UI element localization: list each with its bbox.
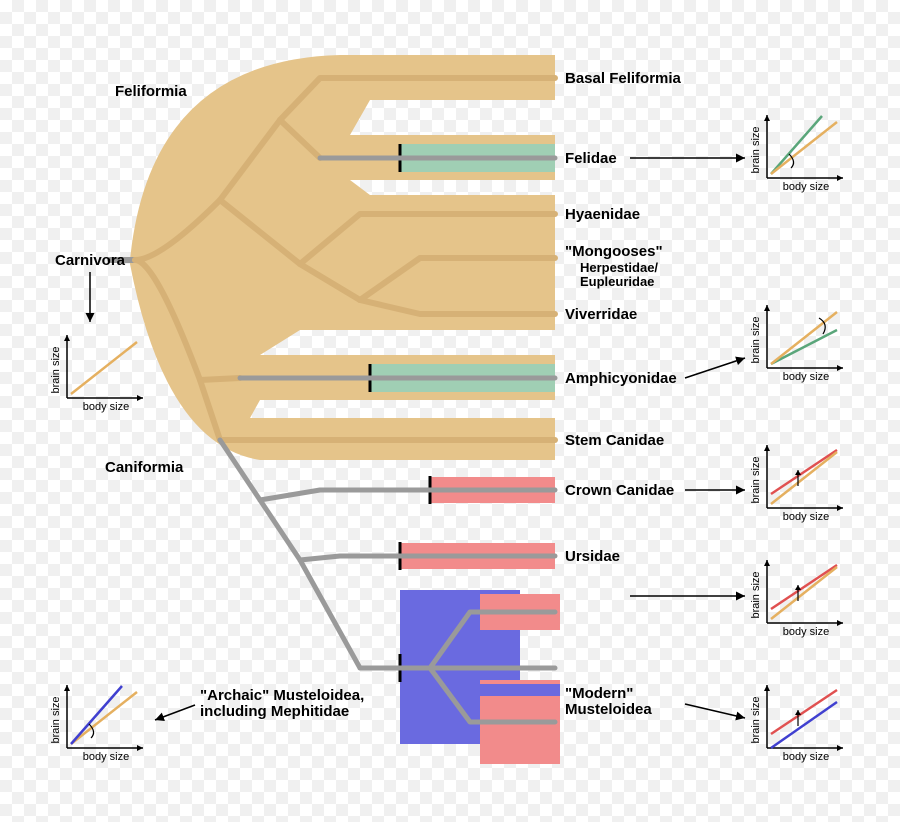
branch [200, 378, 240, 380]
branch [260, 500, 300, 560]
axis-label-x: body size [783, 626, 829, 638]
chart-line-orange_line [71, 692, 137, 744]
label-crown-canidae: Crown Canidae [565, 482, 674, 499]
branch [260, 490, 320, 500]
label-viverridae: Viverridae [565, 306, 637, 323]
label-caniformia: Caniformia [105, 459, 184, 476]
chart-line-orange_line [771, 452, 837, 504]
chart-line-green_line [771, 330, 837, 364]
axis-label-x: body size [783, 181, 829, 193]
axis-label-x: body size [783, 751, 829, 763]
axis-label-x: body size [83, 401, 129, 413]
chart-line-red_line [771, 450, 837, 494]
axis-label-y: brain size [50, 346, 62, 393]
label-mongooses: "Mongooses" [565, 243, 663, 260]
label-felidae: Felidae [565, 150, 617, 167]
mini-chart-felidae: brain size body size [750, 115, 843, 193]
chart-line-orange_line [71, 342, 137, 394]
mini-chart-carnivora: brain size body size [50, 335, 143, 413]
branch [300, 560, 360, 668]
arrow-amphicyonidae [685, 358, 745, 378]
label-carnivora: Carnivora [55, 252, 126, 269]
arrow-modern-musteloidea [685, 704, 745, 718]
axis-label-y: brain size [750, 126, 762, 173]
branch [300, 556, 340, 560]
chart-line-blue_line [771, 702, 837, 748]
axis-label-x: body size [783, 371, 829, 383]
label-mongooses-sub2: Eupleuridae [580, 274, 654, 289]
mini-chart-modern_musteloidea: brain size body size [750, 685, 843, 763]
label-mongooses-sub1: Herpestidae/ [580, 260, 658, 275]
axis-label-y: brain size [50, 696, 62, 743]
label-feliformia: Feliformia [115, 83, 187, 100]
mini-chart-archaic_musteloidea: brain size body size [50, 685, 143, 763]
chart-line-blue_line [71, 686, 122, 744]
axis-label-x: body size [783, 511, 829, 523]
chart-line-green_line [771, 116, 822, 174]
label-modern-musteloidea-1: "Modern" [565, 685, 633, 702]
chart-line-orange_line [771, 312, 837, 364]
chart-line-orange_line [771, 122, 837, 174]
label-stem-canidae: Stem Canidae [565, 432, 664, 449]
axis-label-y: brain size [750, 696, 762, 743]
axis-label-y: brain size [750, 456, 762, 503]
label-basal-feliformia: Basal Feliformia [565, 70, 682, 87]
axis-label-y: brain size [750, 316, 762, 363]
label-archaic-musteloidea-1: "Archaic" Musteloidea, [200, 687, 364, 704]
chart-line-red_line [771, 690, 837, 734]
chart-line-orange_line [771, 567, 837, 619]
axis-label-y: brain size [750, 571, 762, 618]
mini-chart-ursidae: brain size body size [750, 560, 843, 638]
mini-chart-crown_canidae: brain size body size [750, 445, 843, 523]
label-archaic-musteloidea-2: including Mephitidae [200, 703, 349, 720]
label-ursidae: Ursidae [565, 548, 620, 565]
chart-line-red_line [771, 565, 837, 609]
axis-label-x: body size [83, 751, 129, 763]
label-modern-musteloidea-2: Musteloidea [565, 701, 652, 718]
label-hyaenidae: Hyaenidae [565, 206, 640, 223]
phylogeny-diagram: Basal Feliformia Felidae Hyaenidae "Mongoos… [0, 0, 900, 822]
label-amphicyonidae: Amphicyonidae [565, 370, 677, 387]
mini-chart-amphicyonidae: brain size body size [750, 305, 843, 383]
arrow-archaic-musteloidea [155, 705, 195, 720]
